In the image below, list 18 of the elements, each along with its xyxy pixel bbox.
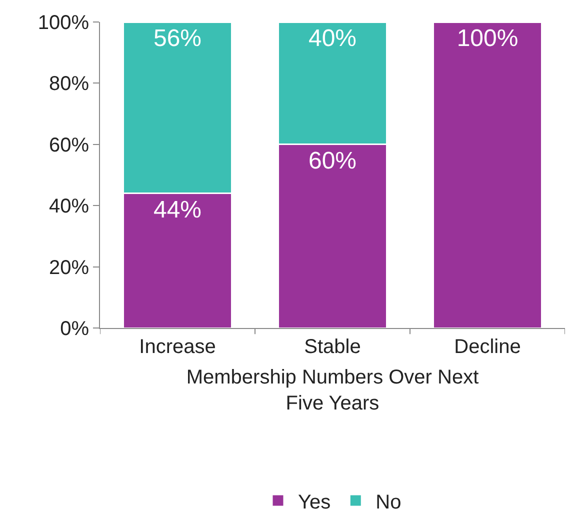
y-tick-label: 20% xyxy=(48,256,90,279)
x-tick-label: Decline xyxy=(454,336,521,358)
data-label: 40% xyxy=(308,25,357,52)
y-tick-label: 40% xyxy=(48,196,90,218)
bar xyxy=(432,22,542,328)
data-label: 44% xyxy=(153,196,202,224)
y-tick-label: 0% xyxy=(60,318,90,340)
x-tick-label: Stable xyxy=(304,336,361,358)
x-axis-title: Membership Numbers Over Next Five Years xyxy=(186,366,480,414)
y-tick-label: 60% xyxy=(48,134,90,156)
data-label: 56% xyxy=(153,25,202,52)
y-tick-label: 80% xyxy=(48,73,90,96)
data-label: 60% xyxy=(308,147,357,174)
y-tick-label: 100% xyxy=(38,12,90,34)
legend-label: No xyxy=(376,491,402,514)
legend-label: Yes xyxy=(298,491,331,514)
x-tick-label: Increase xyxy=(139,336,216,358)
data-label: 100% xyxy=(456,25,518,52)
